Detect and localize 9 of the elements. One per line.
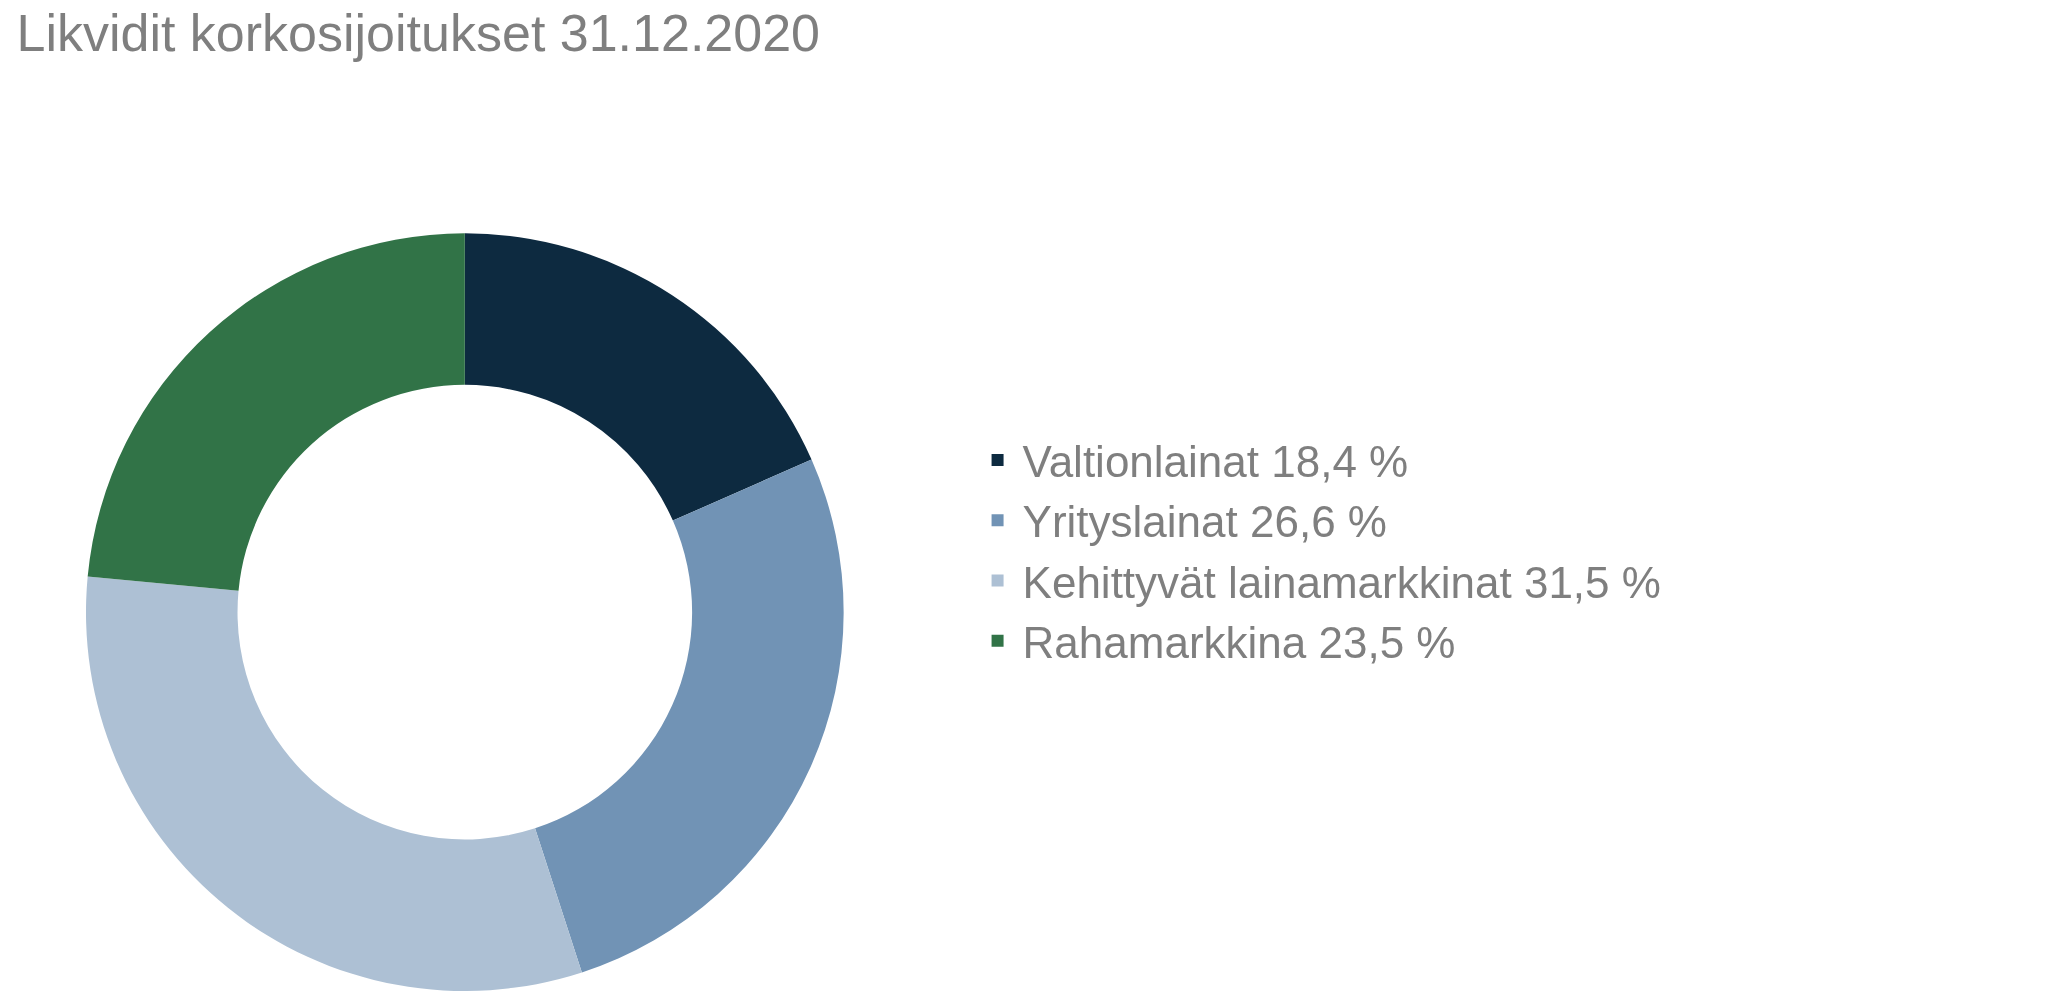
chart-title: Likvidit korkosijoitukset 31.12.2020 xyxy=(16,4,821,63)
donut-slice xyxy=(86,576,582,991)
legend-label: Kehittyvät lainamarkkinat 31,5 % xyxy=(1022,557,1661,607)
legend-label: Yrityslainat 26,6 % xyxy=(1022,497,1387,547)
donut-slice xyxy=(87,233,465,591)
donut-slice xyxy=(464,233,812,521)
donut-slice xyxy=(535,459,844,973)
legend-label: Valtionlainat 18,4 % xyxy=(1022,437,1409,487)
legend-label: Rahamarkkina 23,5 % xyxy=(1022,617,1456,667)
